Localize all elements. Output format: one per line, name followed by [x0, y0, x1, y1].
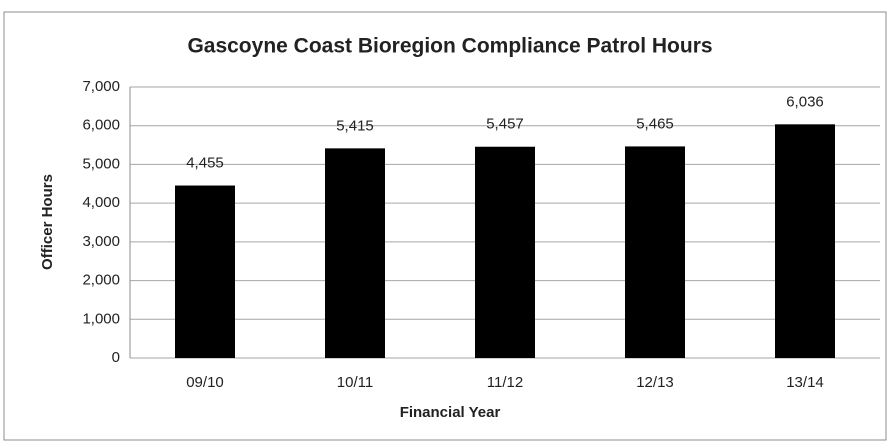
bar — [325, 148, 385, 358]
y-tick-label: 1,000 — [82, 310, 120, 327]
y-tick-label: 4,000 — [82, 194, 120, 211]
value-label: 5,465 — [636, 115, 674, 132]
y-tick-label: 7,000 — [82, 78, 120, 95]
x-axis-label: Financial Year — [400, 404, 501, 421]
value-label: 5,415 — [336, 117, 374, 134]
value-label: 6,036 — [786, 93, 824, 110]
value-label: 5,457 — [486, 116, 524, 133]
value-label: 4,455 — [186, 154, 224, 171]
x-tick-label: 11/12 — [487, 374, 523, 391]
x-tick-label: 09/10 — [186, 374, 224, 391]
y-tick-label: 0 — [112, 349, 120, 366]
x-tick-label: 12/13 — [636, 374, 674, 391]
chart-border — [3, 11, 887, 441]
bar — [625, 146, 685, 358]
x-tick-label: 10/11 — [337, 374, 373, 391]
bar — [175, 185, 235, 358]
chart-title: Gascoyne Coast Bioregion Compliance Patr… — [187, 35, 712, 58]
y-tick-label: 5,000 — [82, 155, 120, 172]
x-tick-label: 13/14 — [786, 374, 824, 391]
bar — [775, 124, 835, 358]
bar — [475, 146, 535, 358]
y-axis-label: Officer Hours — [39, 174, 56, 270]
y-tick-label: 6,000 — [82, 117, 120, 134]
y-tick-label: 3,000 — [82, 233, 120, 250]
y-tick-label: 2,000 — [82, 272, 120, 289]
